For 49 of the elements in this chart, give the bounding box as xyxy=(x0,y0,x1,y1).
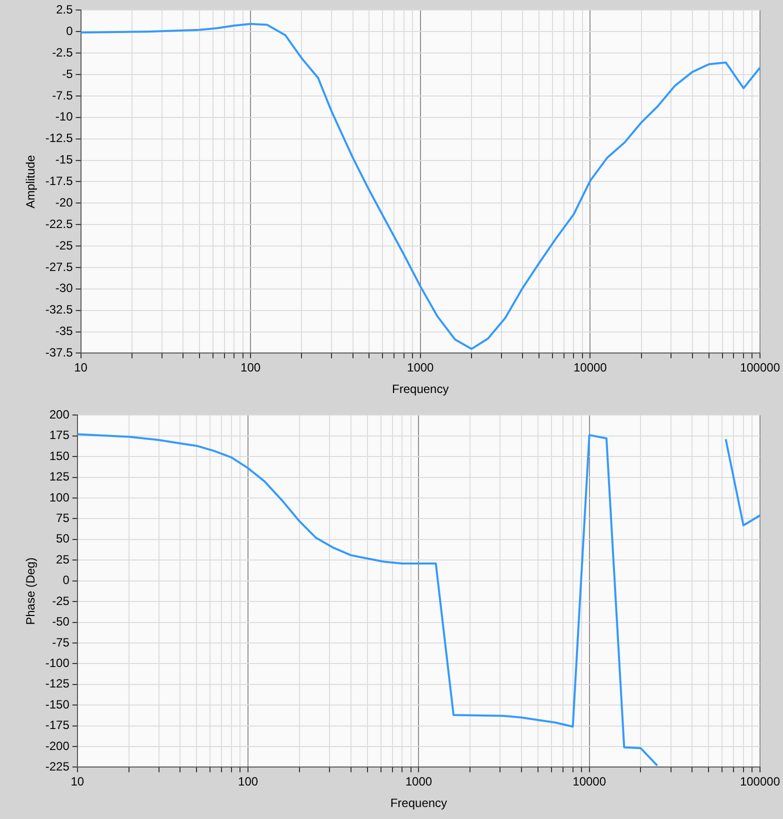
y-tick-label: -7.5 xyxy=(52,88,74,102)
y-tick-label: -30 xyxy=(55,281,74,296)
y-tick-label: -17.5 xyxy=(45,174,74,188)
y-axis-title: Amplitude xyxy=(24,154,38,208)
x-tick-label: 1000 xyxy=(407,360,434,375)
y-tick-label: -225 xyxy=(45,760,70,774)
y-tick-label: -50 xyxy=(52,614,70,629)
y-tick-label: -200 xyxy=(45,738,70,753)
y-tick-label: 25 xyxy=(56,552,70,566)
y-tick-label: 75 xyxy=(56,511,70,526)
x-tick-label: 100000 xyxy=(740,774,780,789)
y-tick-label: 175 xyxy=(49,428,70,442)
y-tick-label: -75 xyxy=(52,635,70,650)
x-tick-label: 100 xyxy=(240,360,261,375)
y-tick-label: -2.5 xyxy=(52,45,74,60)
y-tick-label: 0 xyxy=(62,573,70,588)
x-tick-label: 10000 xyxy=(573,360,608,375)
y-tick-label: -5 xyxy=(62,66,74,81)
y-tick-label: -22.5 xyxy=(45,216,74,231)
x-tick-label: 100000 xyxy=(740,360,780,375)
y-tick-label: 2.5 xyxy=(56,2,74,17)
y-axis-title: Phase (Deg) xyxy=(24,558,38,625)
x-tick-label: 10 xyxy=(74,360,88,375)
y-tick-label: -20 xyxy=(55,195,74,210)
y-tick-label: -15 xyxy=(55,152,74,167)
y-tick-label: -125 xyxy=(45,676,70,691)
y-tick-label: -37.5 xyxy=(45,346,74,360)
y-tick-label: 200 xyxy=(49,408,70,422)
y-tick-label: -32.5 xyxy=(45,302,74,317)
x-axis-title: Frequency xyxy=(390,796,448,810)
y-tick-label: 0 xyxy=(66,24,74,38)
y-tick-label: -150 xyxy=(45,697,70,712)
x-axis-title: Frequency xyxy=(392,382,449,396)
y-tick-label: 50 xyxy=(56,532,70,546)
x-tick-label: 10000 xyxy=(572,774,606,789)
y-tick-label: -25 xyxy=(52,594,70,608)
y-tick-label: 100 xyxy=(49,490,70,504)
y-tick-label: -25 xyxy=(55,238,74,252)
y-tick-label: -10 xyxy=(55,110,74,124)
x-tick-label: 1000 xyxy=(405,774,432,789)
y-tick-label: -175 xyxy=(45,718,70,732)
y-tick-label: -35 xyxy=(55,324,74,338)
x-tick-label: 100 xyxy=(238,774,258,789)
y-tick-label: 150 xyxy=(49,448,70,463)
y-tick-label: -27.5 xyxy=(45,260,74,274)
y-tick-label: -12.5 xyxy=(45,131,74,146)
y-tick-label: -100 xyxy=(45,656,70,670)
y-tick-label: 125 xyxy=(49,470,70,484)
x-tick-label: 10 xyxy=(70,774,84,789)
